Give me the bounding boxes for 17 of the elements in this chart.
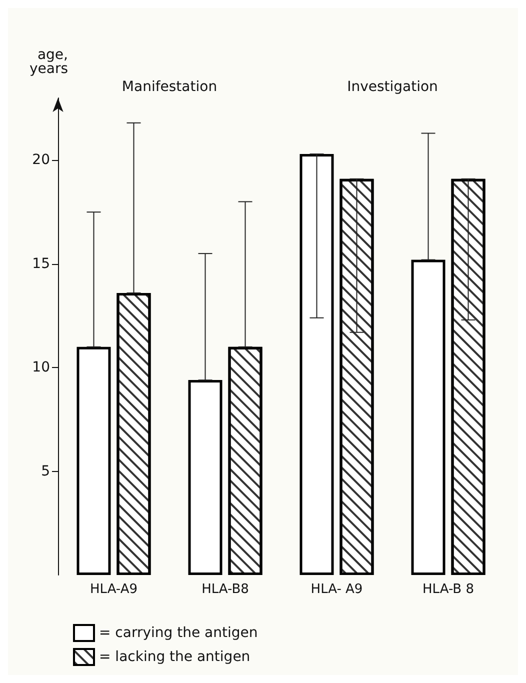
legend-label: = carrying the antigen [99,625,258,641]
y-tick-label: 10 [32,360,50,376]
x-tick-label: HLA-B 8 [422,582,474,597]
text: Manifestation [122,79,218,95]
bar [411,260,446,575]
y-axis-title: age, years [29,47,68,77]
x-tick-label: HLA- A9 [310,582,363,597]
x-tick-label: HLA-A9 [90,582,138,597]
y-tick-label: 5 [41,463,50,480]
y-tick-label: 15 [32,256,50,272]
y-tick-label: 20 [32,152,50,168]
bar [300,154,334,575]
text: Investigation [347,79,438,95]
legend-label: = lacking the antigen [99,649,250,665]
x-tick-label: HLA-B8 [202,582,249,597]
bar [76,346,111,575]
bar [188,380,222,575]
